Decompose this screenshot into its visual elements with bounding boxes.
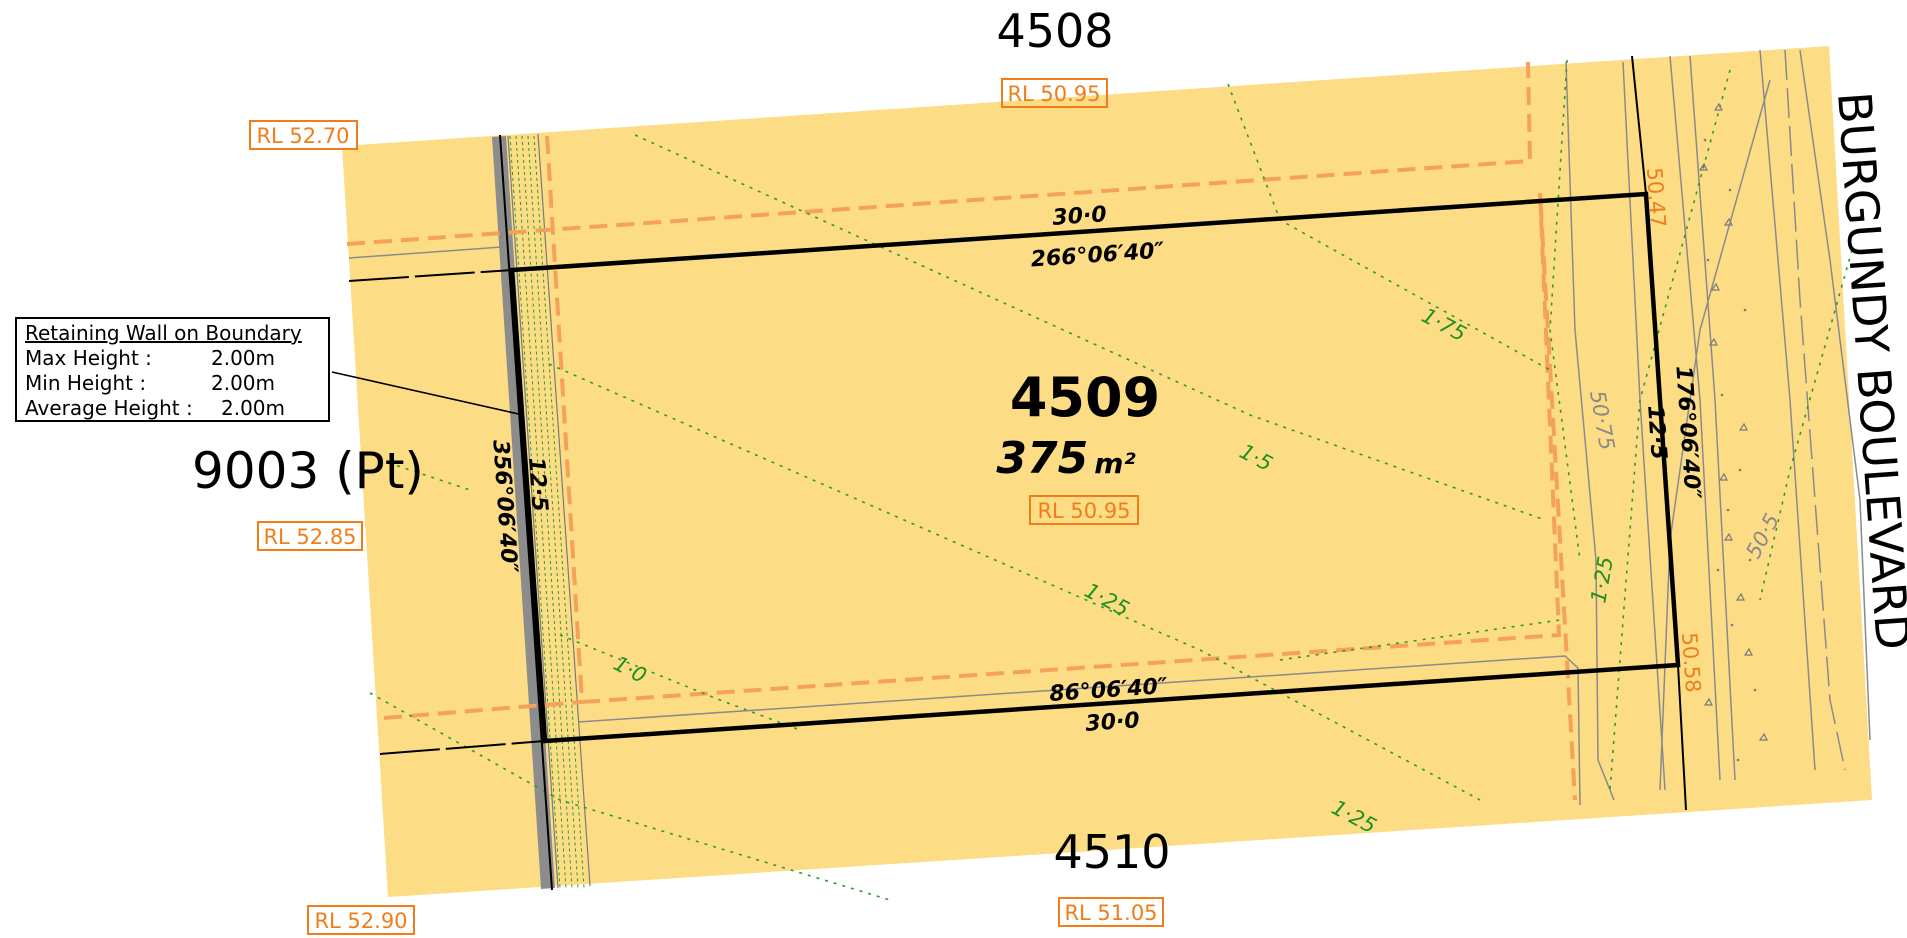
svg-text:RL 52.85: RL 52.85 (263, 525, 356, 549)
lot-area: 375 m² (996, 433, 1136, 484)
lot-area-unit: m² (1094, 447, 1136, 480)
max-height-value: 2.00m (211, 346, 276, 370)
svg-text:RL 52.90: RL 52.90 (314, 909, 407, 933)
depth-east: 12·5 (1642, 405, 1671, 461)
svg-text:RL 51.05: RL 51.05 (1064, 901, 1157, 925)
rl-north: RL 50.95 (1001, 78, 1108, 108)
frontage-north: 30·0 (1052, 202, 1108, 231)
lot-number: 4509 (1010, 366, 1160, 429)
neighbour-lot-north: 4508 (996, 4, 1113, 58)
note-leader-line (331, 371, 524, 416)
road-level-bottom: 50.58 (1677, 632, 1705, 694)
rl-southwest: RL 52.90 (307, 905, 415, 935)
svg-text:RL 52.70: RL 52.70 (256, 124, 349, 148)
max-height-label: Max Height : (25, 346, 152, 370)
setback-lines (346, 61, 1577, 801)
rl-lot: RL 50.95 (1029, 495, 1139, 525)
wall-edge-lines (507, 133, 591, 889)
depth-west: 12·5 (523, 457, 552, 513)
neighbour-lot-west: 9003 (Pt) (192, 442, 424, 500)
lot-area-fill (342, 46, 1872, 897)
contour-lines (369, 59, 1853, 901)
svg-text:RL 50.95: RL 50.95 (1037, 499, 1130, 523)
average-height-row: Average Height : 2.00m (25, 396, 320, 421)
min-height-row: Min Height : 2.00m (25, 371, 320, 396)
min-height-value: 2.00m (211, 371, 276, 395)
rl-west: RL 52.85 (257, 521, 363, 551)
min-height-label: Min Height : (25, 371, 147, 395)
lot-area-value: 375 (996, 433, 1088, 484)
average-height-value: 2.00m (221, 396, 286, 420)
road-hatch-symbols (1698, 102, 1768, 741)
max-height-row: Max Height : 2.00m (25, 346, 320, 371)
retaining-wall-note: Retaining Wall on Boundary Max Height : … (15, 317, 330, 422)
rl-south: RL 51.05 (1058, 897, 1164, 927)
svg-text:RL 50.95: RL 50.95 (1007, 82, 1100, 106)
rl-northwest: RL 52.70 (249, 120, 358, 150)
road-hatch-dots (1703, 138, 1757, 762)
retaining-wall-title: Retaining Wall on Boundary (25, 321, 302, 345)
neighbour-lot-south: 4510 (1053, 825, 1170, 879)
road-level-top: 50.47 (1642, 167, 1670, 229)
boundary-extensions (348, 55, 1687, 891)
frontage-south: 30·0 (1085, 708, 1141, 737)
average-height-label: Average Height : (25, 396, 193, 420)
